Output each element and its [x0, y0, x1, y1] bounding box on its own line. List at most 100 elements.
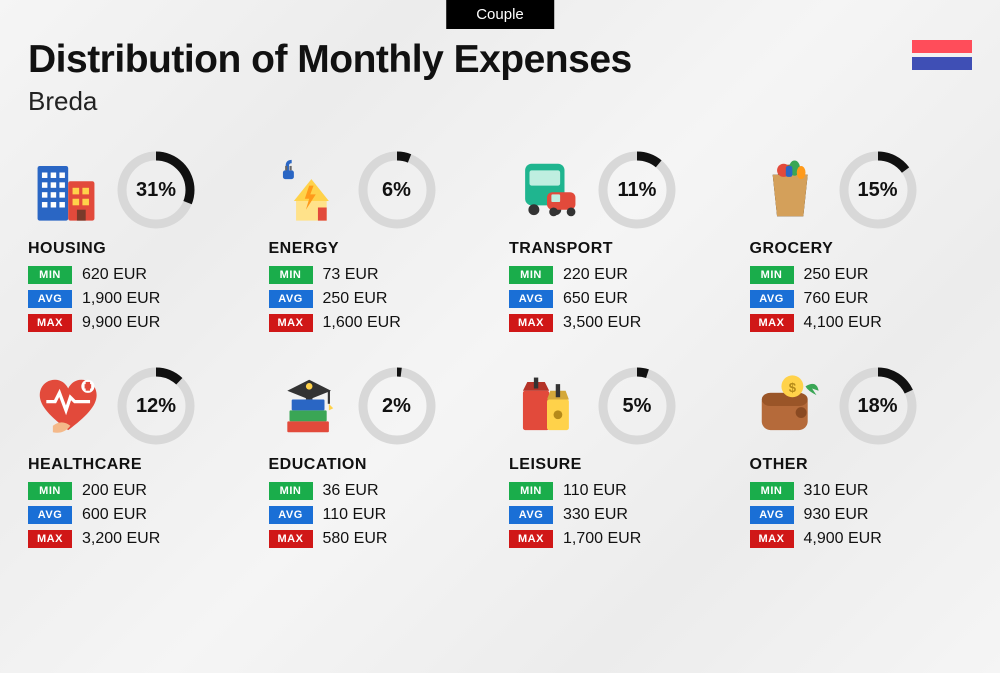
max-value: 4,100 EUR — [804, 314, 882, 332]
stat-row-max: MAX 3,200 EUR — [28, 530, 251, 548]
max-badge: MAX — [509, 530, 553, 548]
transport-icon — [509, 152, 585, 228]
percent-ring: 31% — [116, 150, 196, 230]
max-badge: MAX — [269, 530, 313, 548]
avg-value: 330 EUR — [563, 506, 628, 524]
stat-row-min: MIN 73 EUR — [269, 266, 492, 284]
city-name: Breda — [28, 86, 972, 117]
percent-ring: 5% — [597, 366, 677, 446]
category-name: LEISURE — [509, 456, 732, 474]
min-value: 620 EUR — [82, 266, 147, 284]
stat-row-max: MAX 4,900 EUR — [750, 530, 973, 548]
category-name: TRANSPORT — [509, 240, 732, 258]
avg-value: 1,900 EUR — [82, 290, 160, 308]
min-badge: MIN — [509, 482, 553, 500]
stat-row-min: MIN 620 EUR — [28, 266, 251, 284]
expense-card: 2% EDUCATION MIN 36 EUR AVG 110 EUR MAX … — [269, 366, 492, 554]
category-name: ENERGY — [269, 240, 492, 258]
category-stats: MIN 110 EUR AVG 330 EUR MAX 1,700 EUR — [509, 482, 732, 548]
stat-row-avg: AVG 760 EUR — [750, 290, 973, 308]
stat-row-min: MIN 36 EUR — [269, 482, 492, 500]
category-stats: MIN 200 EUR AVG 600 EUR MAX 3,200 EUR — [28, 482, 251, 548]
max-value: 580 EUR — [323, 530, 388, 548]
min-value: 310 EUR — [804, 482, 869, 500]
avg-value: 760 EUR — [804, 290, 869, 308]
stat-row-min: MIN 110 EUR — [509, 482, 732, 500]
avg-badge: AVG — [28, 290, 72, 308]
expense-card: 5% LEISURE MIN 110 EUR AVG 330 EUR MAX 1… — [509, 366, 732, 554]
max-value: 3,500 EUR — [563, 314, 641, 332]
max-badge: MAX — [509, 314, 553, 332]
avg-value: 110 EUR — [323, 506, 387, 524]
page-header: Distribution of Monthly Expenses Breda — [28, 38, 972, 117]
percent-value: 18% — [838, 366, 918, 446]
percent-ring: 11% — [597, 150, 677, 230]
max-badge: MAX — [750, 530, 794, 548]
percent-ring: 12% — [116, 366, 196, 446]
percent-value: 31% — [116, 150, 196, 230]
page-title: Distribution of Monthly Expenses — [28, 38, 972, 82]
percent-value: 12% — [116, 366, 196, 446]
grocery-icon — [750, 152, 826, 228]
expense-grid: 31% HOUSING MIN 620 EUR AVG 1,900 EUR MA… — [28, 150, 972, 554]
stat-row-max: MAX 1,700 EUR — [509, 530, 732, 548]
stat-row-avg: AVG 600 EUR — [28, 506, 251, 524]
category-stats: MIN 250 EUR AVG 760 EUR MAX 4,100 EUR — [750, 266, 973, 332]
min-badge: MIN — [269, 482, 313, 500]
max-value: 3,200 EUR — [82, 530, 160, 548]
category-stats: MIN 620 EUR AVG 1,900 EUR MAX 9,900 EUR — [28, 266, 251, 332]
category-stats: MIN 220 EUR AVG 650 EUR MAX 3,500 EUR — [509, 266, 732, 332]
category-stats: MIN 36 EUR AVG 110 EUR MAX 580 EUR — [269, 482, 492, 548]
max-value: 9,900 EUR — [82, 314, 160, 332]
max-badge: MAX — [28, 530, 72, 548]
stat-row-min: MIN 250 EUR — [750, 266, 973, 284]
avg-badge: AVG — [28, 506, 72, 524]
category-name: HOUSING — [28, 240, 251, 258]
stat-row-avg: AVG 330 EUR — [509, 506, 732, 524]
avg-badge: AVG — [509, 506, 553, 524]
expense-card: 15% GROCERY MIN 250 EUR AVG 760 EUR MAX … — [750, 150, 973, 338]
percent-value: 11% — [597, 150, 677, 230]
max-badge: MAX — [269, 314, 313, 332]
stat-row-min: MIN 310 EUR — [750, 482, 973, 500]
avg-badge: AVG — [269, 506, 313, 524]
min-value: 200 EUR — [82, 482, 147, 500]
percent-ring: 6% — [357, 150, 437, 230]
min-value: 250 EUR — [804, 266, 869, 284]
category-name: HEALTHCARE — [28, 456, 251, 474]
min-value: 73 EUR — [323, 266, 379, 284]
country-flag-icon — [912, 40, 972, 74]
other-icon — [750, 368, 826, 444]
stat-row-max: MAX 9,900 EUR — [28, 314, 251, 332]
energy-icon — [269, 152, 345, 228]
avg-badge: AVG — [269, 290, 313, 308]
category-name: OTHER — [750, 456, 973, 474]
education-icon — [269, 368, 345, 444]
healthcare-icon — [28, 368, 104, 444]
category-name: GROCERY — [750, 240, 973, 258]
expense-card: 31% HOUSING MIN 620 EUR AVG 1,900 EUR MA… — [28, 150, 251, 338]
stat-row-avg: AVG 1,900 EUR — [28, 290, 251, 308]
max-value: 4,900 EUR — [804, 530, 882, 548]
percent-ring: 15% — [838, 150, 918, 230]
max-badge: MAX — [750, 314, 794, 332]
min-badge: MIN — [28, 482, 72, 500]
min-badge: MIN — [750, 482, 794, 500]
stat-row-avg: AVG 650 EUR — [509, 290, 732, 308]
min-badge: MIN — [28, 266, 72, 284]
stat-row-min: MIN 220 EUR — [509, 266, 732, 284]
percent-value: 2% — [357, 366, 437, 446]
min-badge: MIN — [750, 266, 794, 284]
max-badge: MAX — [28, 314, 72, 332]
percent-value: 5% — [597, 366, 677, 446]
avg-value: 600 EUR — [82, 506, 147, 524]
stat-row-avg: AVG 250 EUR — [269, 290, 492, 308]
stat-row-min: MIN 200 EUR — [28, 482, 251, 500]
min-value: 110 EUR — [563, 482, 627, 500]
category-stats: MIN 73 EUR AVG 250 EUR MAX 1,600 EUR — [269, 266, 492, 332]
avg-value: 650 EUR — [563, 290, 628, 308]
expense-card: 6% ENERGY MIN 73 EUR AVG 250 EUR MAX 1,6… — [269, 150, 492, 338]
category-stats: MIN 310 EUR AVG 930 EUR MAX 4,900 EUR — [750, 482, 973, 548]
leisure-icon — [509, 368, 585, 444]
stat-row-max: MAX 4,100 EUR — [750, 314, 973, 332]
